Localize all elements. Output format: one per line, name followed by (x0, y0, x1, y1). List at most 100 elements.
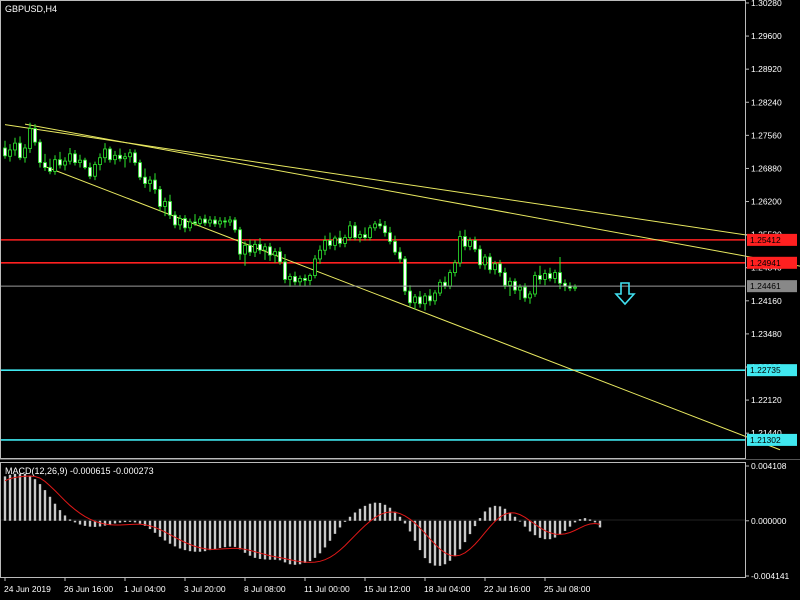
x-tick-label: 15 Jul 12:00 (364, 584, 411, 594)
x-tick-label: 1 Jul 04:00 (124, 584, 166, 594)
candle (133, 149, 137, 166)
candle (493, 260, 497, 275)
candle (68, 147, 72, 165)
candle (373, 220, 377, 231)
candle (173, 211, 177, 229)
candle (398, 247, 402, 263)
candle (78, 154, 82, 168)
candle (38, 139, 42, 168)
candle (478, 245, 482, 269)
candle (458, 230, 462, 267)
candle (223, 217, 227, 228)
candle (93, 161, 97, 181)
price-tick-label: 1.28240 (751, 97, 782, 107)
candle (158, 185, 162, 212)
candle (423, 293, 427, 311)
candle (43, 153, 47, 171)
candle (508, 277, 512, 296)
candle (218, 217, 222, 228)
candle (518, 284, 522, 300)
candle (413, 293, 417, 310)
candle (573, 284, 577, 292)
candle (83, 157, 87, 170)
candle (138, 159, 142, 181)
candle (438, 279, 442, 296)
candle (403, 256, 407, 295)
candle (323, 235, 327, 256)
x-tick-label: 24 Jun 2019 (4, 584, 51, 594)
symbol-title: GBPUSD,H4 (5, 4, 57, 14)
macd-title: MACD(12,26,9) -0.000615 -0.000273 (5, 466, 154, 476)
candle (328, 232, 332, 250)
candle (333, 235, 337, 251)
candle (148, 176, 152, 192)
candle (128, 148, 132, 163)
candle (33, 124, 37, 146)
candle (468, 237, 472, 251)
candle (428, 289, 432, 306)
candle (368, 224, 372, 241)
candle (298, 275, 302, 287)
candle (168, 194, 172, 220)
x-tick-label: 18 Jul 04:00 (424, 584, 471, 594)
candle (273, 248, 277, 263)
candle (238, 226, 242, 260)
candle (23, 144, 27, 163)
candle (383, 220, 387, 237)
candle (203, 214, 207, 226)
candle (318, 245, 322, 264)
price-tick-label: 1.28920 (751, 64, 782, 74)
level-tag (747, 233, 797, 246)
candle (268, 242, 272, 261)
candle (558, 257, 562, 290)
candle (533, 271, 537, 297)
candle (358, 230, 362, 243)
candle (263, 243, 267, 260)
candle (418, 291, 422, 308)
candle (8, 144, 12, 162)
candle (553, 269, 557, 284)
candle (28, 122, 32, 153)
current-price-tag (747, 280, 797, 293)
level-tag (747, 364, 797, 377)
candle (433, 290, 437, 305)
candle (548, 267, 552, 282)
candle (63, 157, 67, 171)
candle (453, 259, 457, 277)
candle (363, 227, 367, 241)
candle (338, 230, 342, 248)
candle (393, 235, 397, 256)
x-tick-label: 25 Jul 08:00 (544, 584, 591, 594)
x-tick-label: 11 Jul 00:00 (304, 584, 350, 594)
level-tag-label: 1.25412 (750, 235, 781, 245)
candle (253, 240, 257, 258)
price-tick-label: 1.30280 (751, 0, 782, 8)
trendline[interactable] (44, 166, 781, 451)
candle (258, 238, 262, 255)
candle (463, 229, 467, 251)
candle (248, 239, 252, 257)
level-tag-label: 1.22735 (750, 365, 781, 375)
candle (58, 151, 62, 169)
candle (388, 226, 392, 245)
macd-tick-label: 0.004108 (751, 461, 787, 471)
candle (213, 216, 217, 227)
candle (178, 215, 182, 230)
x-tick-label: 26 Jun 16:00 (64, 584, 113, 594)
level-tag (747, 256, 797, 269)
candle (293, 271, 297, 286)
candle (233, 217, 237, 233)
candle (543, 269, 547, 286)
candle (528, 291, 532, 304)
current-price-label: 1.24461 (750, 281, 781, 291)
candle (353, 221, 357, 241)
macd-tick-label: 0.000000 (751, 516, 787, 526)
trendline[interactable] (24, 123, 800, 271)
candle (198, 216, 202, 227)
candle (473, 236, 477, 253)
candle (118, 148, 122, 162)
candle (343, 234, 347, 248)
candle (288, 273, 292, 287)
candle (153, 173, 157, 194)
